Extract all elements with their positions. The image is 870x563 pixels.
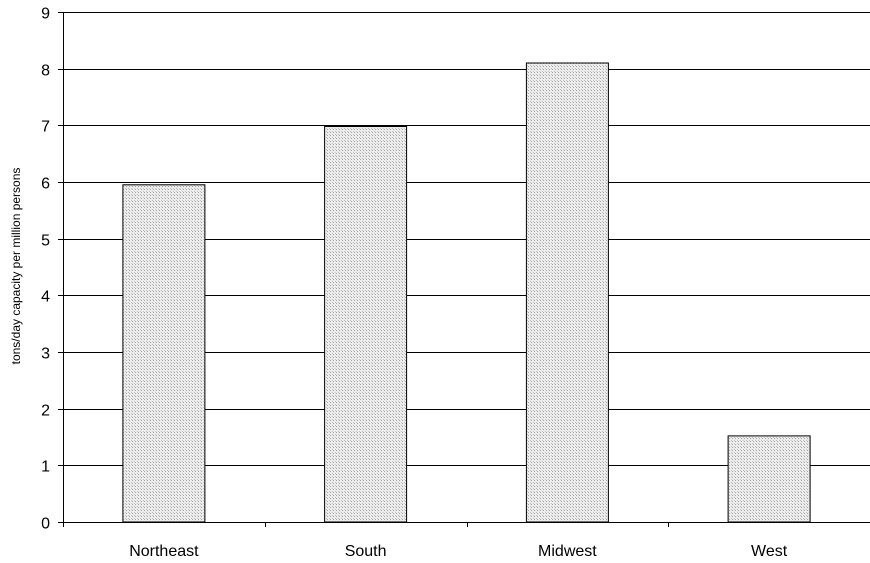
y-tick-label: 9	[41, 6, 50, 23]
y-tick-label: 3	[41, 346, 50, 363]
x-category-label: Midwest	[538, 543, 597, 560]
y-tick-label: 8	[41, 63, 50, 80]
bar-south	[324, 126, 408, 523]
axes	[58, 12, 870, 527]
y-tick-label: 1	[41, 459, 50, 476]
labels: 0 1 2 3 4 5 6 7 8 9 Northeast South Midwest West	[41, 6, 788, 561]
y-tick-label: 2	[41, 403, 50, 420]
y-tick-label: 6	[41, 176, 50, 193]
y-tick-label: 5	[41, 233, 50, 250]
y-tick-label: 4	[41, 289, 50, 306]
x-category-label: Northeast	[129, 543, 199, 560]
bar-west	[727, 435, 811, 523]
y-axis-label: tons/day capacity per million persons	[9, 168, 23, 365]
bar-northeast	[122, 184, 206, 523]
y-tick-label: 0	[41, 516, 50, 533]
x-category-label: South	[345, 543, 387, 560]
bars	[122, 62, 811, 523]
x-category-label: West	[751, 543, 788, 560]
bar-midwest	[525, 62, 609, 523]
y-tick-label: 7	[41, 119, 50, 136]
